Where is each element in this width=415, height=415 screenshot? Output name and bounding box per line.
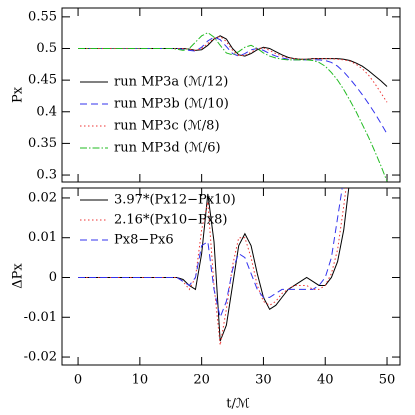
y-tick-label: 0.55 — [28, 9, 57, 24]
legend-label: Px8−Px6 — [114, 233, 174, 248]
y-tick-label: 0.01 — [28, 230, 57, 245]
y-axis-label: Px — [11, 86, 26, 103]
x-tick-label: 20 — [193, 373, 210, 388]
series-line — [78, 36, 388, 135]
y-tick-label: 0.45 — [28, 73, 57, 88]
legend-label: run MP3d (ℳ/6) — [114, 141, 221, 156]
series-line — [78, 32, 388, 182]
y-tick-label: -0.01 — [24, 310, 57, 325]
x-tick-label: 10 — [132, 373, 149, 388]
x-tick-label: 30 — [255, 373, 272, 388]
y-tick-label: 0.35 — [28, 136, 57, 151]
y-tick-label: 0 — [49, 270, 57, 285]
y-tick-label: 0.5 — [36, 41, 57, 56]
plot-frame — [61, 7, 401, 183]
y-tick-label: -0.02 — [24, 350, 57, 365]
y-axis-label: ΔPx — [11, 263, 26, 289]
legend-label: run MP3b (ℳ/10) — [114, 97, 229, 112]
legend-label: 2.16*(Px10−Px8) — [114, 213, 227, 228]
x-tick-label: 0 — [74, 373, 82, 388]
series-line — [78, 35, 388, 103]
x-tick-label: 50 — [379, 373, 396, 388]
series-line — [78, 188, 343, 319]
legend-label: 3.97*(Px12−Px10) — [114, 193, 236, 208]
x-tick-label: 40 — [317, 373, 334, 388]
series-line — [78, 188, 347, 346]
y-tick-label: 0.02 — [28, 190, 57, 205]
legend-label: run MP3c (ℳ/8) — [114, 119, 220, 134]
legend-label: run MP3a (ℳ/12) — [114, 75, 228, 90]
y-tick-label: 0.3 — [36, 168, 57, 183]
y-tick-label: 0.4 — [36, 104, 57, 119]
plot-frame — [61, 187, 401, 366]
x-axis-label: t/ℳ — [226, 397, 250, 412]
